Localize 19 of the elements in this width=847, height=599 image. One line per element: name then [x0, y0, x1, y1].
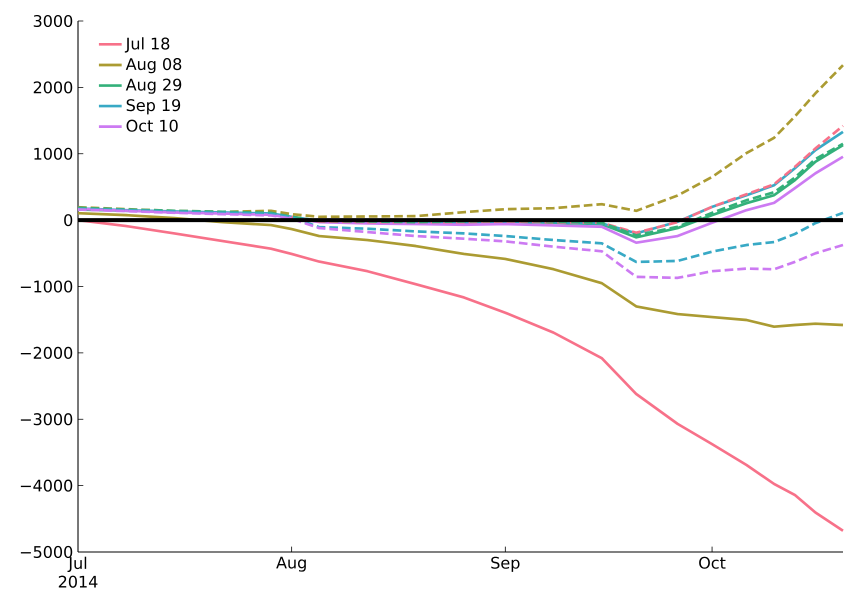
y-tick-label: 2000 [34, 81, 72, 94]
y-tick-label: −3000 [20, 413, 72, 426]
y-tick-label: 1000 [34, 148, 72, 160]
y-tick-label: −4000 [20, 480, 72, 492]
x-tick-label: Aug [276, 556, 306, 572]
x-tick-label: Oct [699, 556, 726, 569]
y-tick-label: −1000 [20, 280, 72, 293]
y-tick-label: 0 [64, 214, 72, 226]
y-tick-label: −2000 [20, 346, 72, 359]
x-tick-label: Jul 2014 [58, 556, 98, 588]
y-tick-label: 3000 [34, 14, 72, 28]
legend-label: Aug 08 [126, 58, 182, 74]
y-tick-label: −5000 [20, 546, 72, 558]
legend-label: Jul 18 [124, 37, 170, 53]
x-tick-label: Sep [491, 556, 520, 572]
legend-label: Oct 10 [126, 120, 178, 132]
line-series [76, 212, 844, 328]
legend-label: Aug 29 [126, 78, 182, 94]
legend-label: Sep 19 [126, 99, 180, 114]
